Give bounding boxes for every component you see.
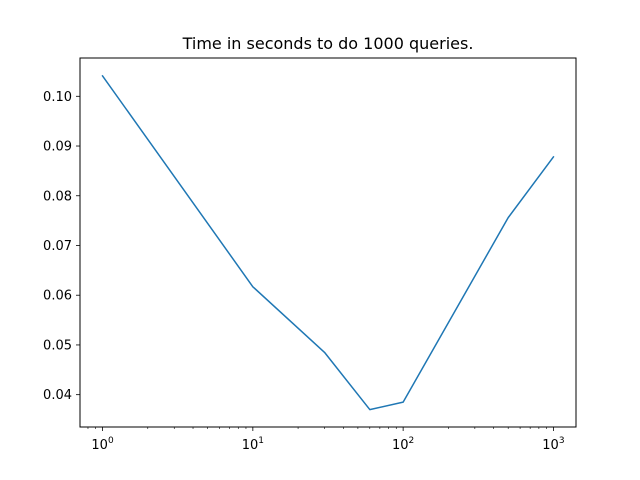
y-tick-label: 0.10 <box>43 90 72 105</box>
chart-title: Time in seconds to do 1000 queries. <box>182 34 474 53</box>
y-tick-label: 0.09 <box>43 140 72 155</box>
x-tick-label: 103 <box>542 436 564 453</box>
y-tick-label: 0.06 <box>43 289 72 304</box>
y-tick-label: 0.08 <box>43 189 72 204</box>
x-tick-label: 100 <box>91 436 114 453</box>
plot-area <box>101 74 555 411</box>
y-tick-label: 0.07 <box>43 239 72 254</box>
axes-frame <box>79 57 577 428</box>
y-tick-label: 0.04 <box>43 388 72 403</box>
x-tick-label: 101 <box>242 436 264 453</box>
x-tick-label: 102 <box>392 436 414 453</box>
y-tick-label: 0.05 <box>43 338 72 353</box>
